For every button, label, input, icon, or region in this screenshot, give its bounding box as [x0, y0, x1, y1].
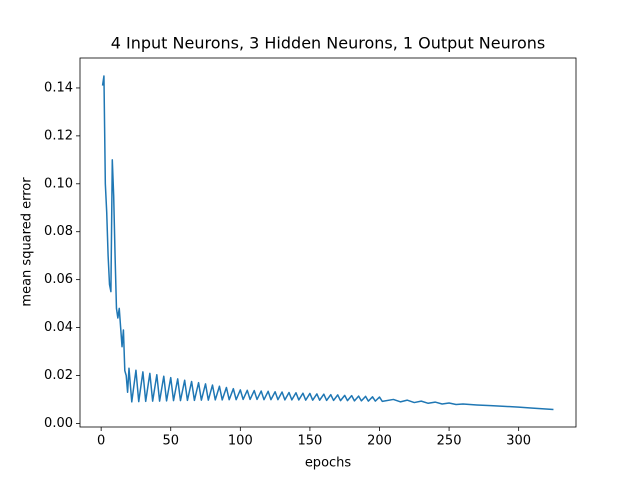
x-tick-label: 0 [97, 434, 105, 449]
x-tick-label: 300 [506, 434, 531, 449]
y-axis-label: mean squared error [20, 177, 35, 307]
data-line [101, 75, 554, 411]
y-tick-label: 0.08 [44, 224, 73, 239]
x-tick-label: 200 [367, 434, 392, 449]
y-tick-label: 0.02 [44, 368, 73, 383]
y-tick-label: 0.12 [44, 128, 73, 143]
x-tick-label: 250 [437, 434, 462, 449]
x-tick-label: 50 [162, 434, 179, 449]
y-tick-label: 0.10 [44, 176, 73, 191]
x-axis-label: epochs [305, 456, 352, 471]
x-tick-label: 150 [297, 434, 322, 449]
y-tick-label: 0.14 [44, 80, 73, 95]
y-tick-label: 0.06 [44, 272, 73, 287]
y-tick-label: 0.04 [44, 320, 73, 335]
axes-frame [79, 57, 577, 428]
x-tick-label: 100 [228, 434, 253, 449]
y-tick-label: 0.00 [44, 416, 73, 431]
chart-title: 4 Input Neurons, 3 Hidden Neurons, 1 Out… [111, 34, 546, 53]
